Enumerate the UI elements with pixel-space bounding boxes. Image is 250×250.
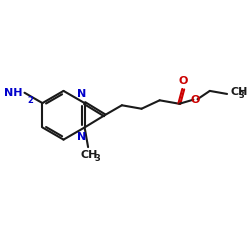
Text: 2: 2 (27, 96, 33, 105)
Text: 3: 3 (238, 91, 244, 100)
Text: CH: CH (80, 150, 98, 160)
Text: NH: NH (4, 88, 22, 98)
Text: 3: 3 (95, 154, 100, 163)
Text: N: N (77, 90, 86, 100)
Text: O: O (178, 76, 188, 86)
Text: O: O (191, 95, 200, 105)
Text: CH: CH (230, 88, 248, 98)
Text: N: N (77, 132, 86, 142)
